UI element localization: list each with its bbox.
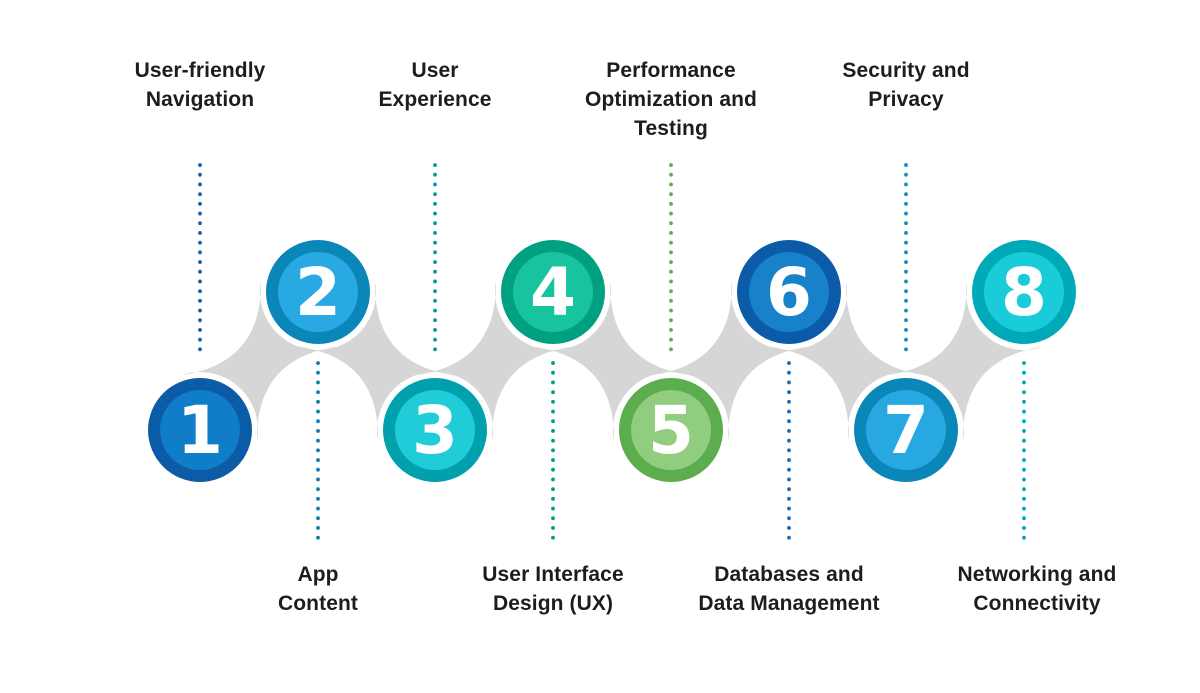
step-label-5: Performance Optimization and Testing [585,59,757,140]
step-label-6: Databases and Data Management [698,563,880,615]
step-label-1: User-friendly Navigation [134,59,266,111]
step-circle-5: 5 [619,378,723,482]
wave-band-segment-1 [180,281,338,441]
step-label-3: User Experience [378,59,492,111]
step-label-8: Networking and Connectivity [957,563,1117,615]
wave-band-segment-6 [769,281,926,441]
step-number-4: 4 [530,254,576,331]
step-circle-6: 6 [737,240,841,344]
step-label-2: App Content [277,563,358,615]
step-number-2: 2 [295,254,341,331]
step-label-7: Security and Privacy [842,59,970,111]
wave-band-segment-2 [298,281,455,441]
step-circle-8: 8 [972,240,1076,344]
step-circle-1: 1 [148,378,252,482]
step-circle-7: 7 [854,378,958,482]
step-number-7: 7 [883,392,929,469]
step-number-3: 3 [412,392,458,469]
step-circle-4: 4 [501,240,605,344]
step-number-6: 6 [766,254,812,331]
step-label-4: User Interface Design (UX) [482,563,624,615]
wave-band-segment-4 [533,281,691,441]
step-circle-3: 3 [383,378,487,482]
step-number-1: 1 [177,392,223,469]
wave-band-segment-3 [415,281,573,441]
step-number-8: 8 [1001,254,1047,331]
step-circle-2: 2 [266,240,370,344]
wave-band-segment-5 [651,281,809,441]
wave-band-segment-7 [886,281,1044,441]
step-number-5: 5 [648,392,694,469]
